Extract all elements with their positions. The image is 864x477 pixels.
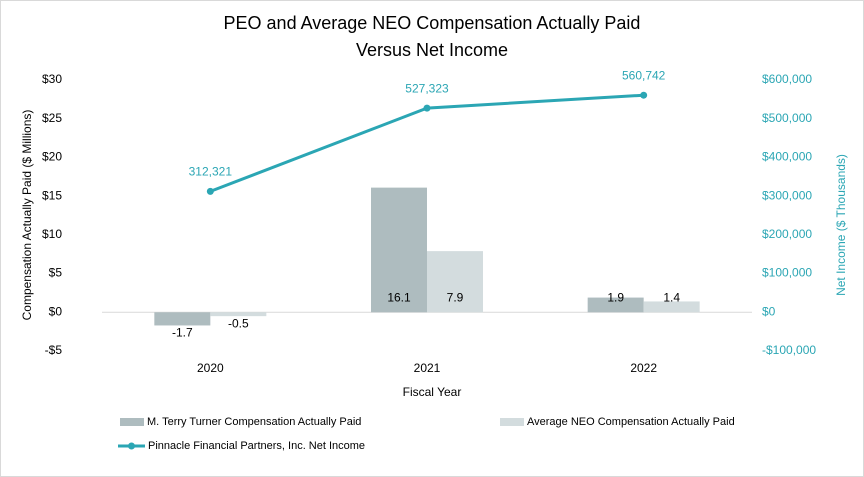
y2-tick-label: $200,000: [762, 227, 812, 241]
x-axis-label: Fiscal Year: [403, 385, 462, 399]
bar: [427, 251, 483, 313]
line-point: [640, 91, 648, 99]
legend-label: Pinnacle Financial Partners, Inc. Net In…: [148, 440, 365, 452]
y-tick-label: $15: [42, 188, 62, 202]
y2-tick-label: $100,000: [762, 266, 812, 280]
y2-tick-label: $400,000: [762, 150, 812, 164]
y2-tick-label: $0: [762, 304, 776, 318]
legend-label: M. Terry Turner Compensation Actually Pa…: [147, 416, 361, 428]
legend-swatch: [120, 418, 144, 426]
chart-title: Versus Net Income: [356, 40, 508, 60]
data-label: 312,321: [189, 165, 233, 179]
data-label: 1.4: [663, 290, 680, 304]
y2-tick-label: $300,000: [762, 188, 812, 202]
y-tick-label: $5: [49, 266, 63, 280]
legend-swatch: [500, 418, 524, 426]
y-tick-label: -$5: [45, 343, 63, 357]
y2-tick-label: $600,000: [762, 72, 812, 86]
y2-tick-label: $500,000: [762, 111, 812, 125]
data-label: -0.5: [228, 316, 249, 330]
data-label: -1.7: [172, 326, 193, 340]
bar: [643, 301, 700, 313]
line-point: [423, 104, 431, 112]
bar: [154, 312, 211, 326]
bar: [210, 312, 267, 317]
y-tick-label: $10: [42, 227, 62, 241]
chart-title: PEO and Average NEO Compensation Actuall…: [224, 13, 641, 33]
x-tick-label: 2020: [197, 361, 224, 375]
y2-axis-label: Net Income ($ Thousands): [834, 154, 848, 296]
x-tick-label: 2022: [630, 361, 657, 375]
y2-tick-label: -$100,000: [762, 343, 816, 357]
x-tick-label: 2021: [414, 361, 441, 375]
data-label: 16.1: [387, 290, 411, 304]
y-tick-label: $30: [42, 72, 62, 86]
data-label: 527,323: [405, 81, 449, 95]
y-tick-label: $25: [42, 111, 62, 125]
bar: [587, 297, 644, 313]
legend-label: Average NEO Compensation Actually Paid: [527, 416, 735, 428]
data-label: 560,742: [622, 68, 666, 82]
data-label: 7.9: [447, 290, 464, 304]
legend-swatch: [128, 442, 135, 450]
y-axis-label: Compensation Actually Paid ($ Millions): [20, 110, 34, 321]
y-tick-label: $0: [49, 304, 63, 318]
line-point: [206, 187, 214, 195]
y-tick-label: $20: [42, 150, 62, 164]
bar: [371, 187, 427, 313]
data-label: 1.9: [607, 290, 624, 304]
